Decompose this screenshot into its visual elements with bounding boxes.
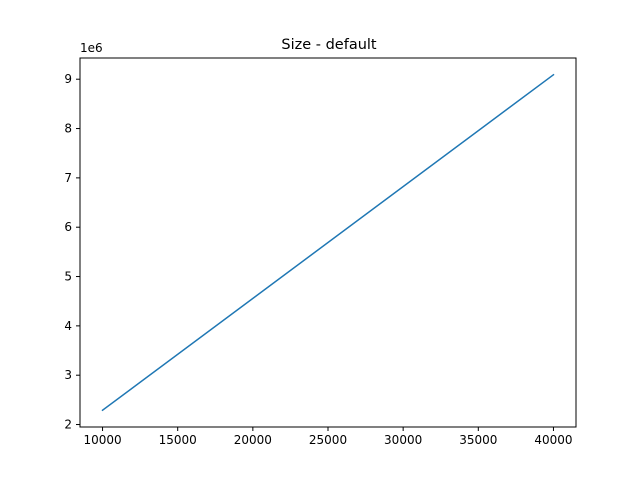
y-tick-label: 3	[64, 368, 72, 382]
x-tick-label: 35000	[459, 433, 497, 447]
y-tick-label: 2	[64, 418, 72, 432]
x-tick-label: 10000	[83, 433, 121, 447]
y-tick-label: 8	[64, 122, 72, 136]
x-tick-label: 25000	[309, 433, 347, 447]
y-tick-label: 5	[64, 270, 72, 284]
y-tick-label: 9	[64, 72, 72, 86]
x-axis: 10000 15000 20000 25000 30000 35000 40000	[83, 427, 573, 447]
y-tick-label: 6	[64, 220, 72, 234]
y-axis-offset-label: 1e6	[80, 41, 103, 55]
plot-frame	[79, 57, 577, 428]
y-axis: 2 3 4 5 6 7 8 9	[64, 72, 80, 432]
x-tick-label: 20000	[234, 433, 272, 447]
y-tick-label: 4	[64, 319, 72, 333]
x-tick-label: 15000	[159, 433, 197, 447]
chart-title: Size - default	[281, 37, 377, 53]
x-tick-label: 40000	[534, 433, 572, 447]
x-tick-label: 30000	[384, 433, 422, 447]
y-tick-label: 7	[64, 171, 72, 185]
series-line	[101, 73, 555, 412]
series-layer	[101, 73, 555, 412]
